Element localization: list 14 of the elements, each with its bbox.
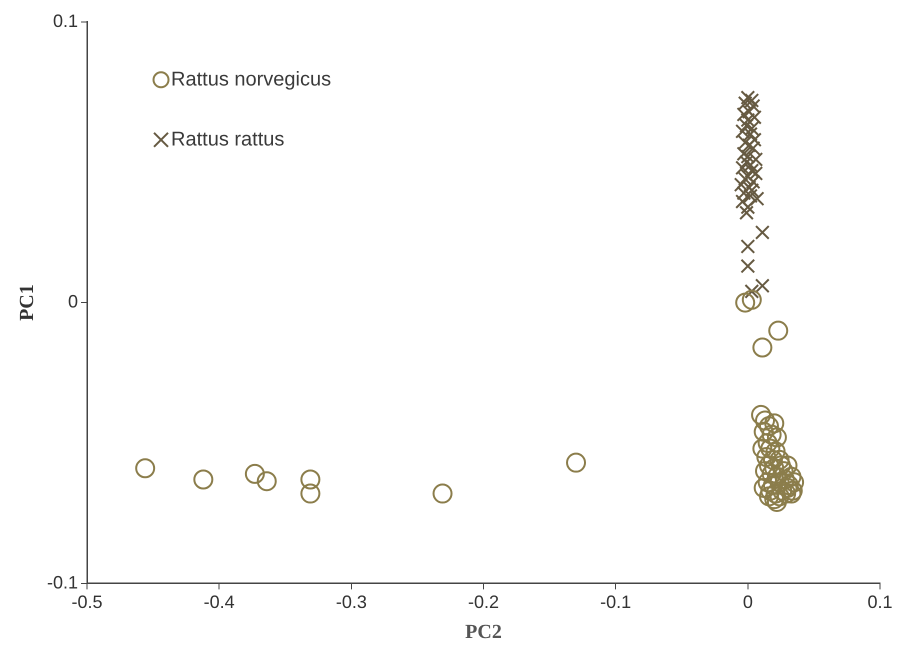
y-axis-title: PC1 <box>16 284 38 321</box>
y-tick-label: 0.1 <box>52 10 78 31</box>
y-tick-label: -0.1 <box>46 572 78 592</box>
legend-label: Rattus norvegicus <box>171 68 332 90</box>
x-tick-label: -0.4 <box>204 592 235 612</box>
x-tick-label: 0 <box>742 592 753 612</box>
x-tick-label: -0.3 <box>336 592 367 612</box>
y-tick-label: 0 <box>68 292 78 312</box>
x-tick-label: 0.1 <box>867 592 893 612</box>
x-tick-label: -0.5 <box>72 592 103 612</box>
legend-label: Rattus rattus <box>171 128 284 150</box>
x-tick-label: -0.2 <box>468 592 500 612</box>
x-tick-label: -0.1 <box>600 592 632 612</box>
x-axis-title: PC2 <box>465 621 502 644</box>
